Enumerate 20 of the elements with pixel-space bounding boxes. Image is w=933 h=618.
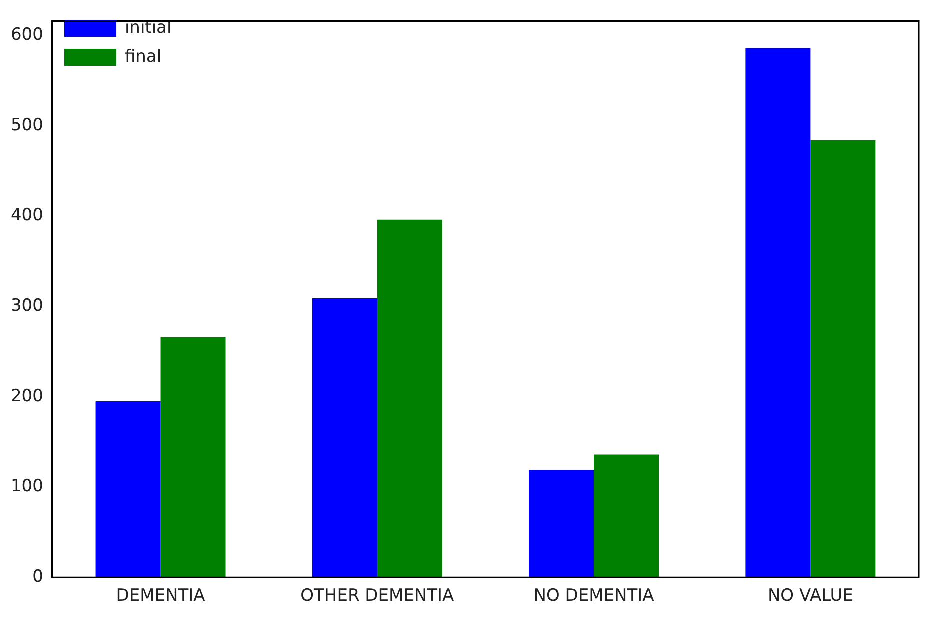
x-tick-label: DEMENTIA bbox=[116, 586, 206, 606]
bar bbox=[810, 140, 876, 578]
y-tick-label: 100 bbox=[10, 476, 44, 497]
bar bbox=[529, 470, 594, 578]
y-tick-label: 400 bbox=[10, 206, 44, 226]
x-tick-label: OTHER DEMENTIA bbox=[300, 586, 455, 606]
bar bbox=[377, 220, 442, 578]
y-tick-label: 0 bbox=[32, 567, 44, 588]
x-tick-label: NO DEMENTIA bbox=[534, 586, 655, 606]
legend-label: final bbox=[124, 46, 162, 67]
bar bbox=[96, 401, 161, 578]
bar bbox=[160, 337, 226, 578]
bar bbox=[746, 48, 811, 578]
bar bbox=[312, 298, 378, 578]
y-tick-label: 300 bbox=[10, 296, 44, 316]
y-tick-label: 600 bbox=[10, 25, 44, 46]
y-tick-label: 500 bbox=[10, 115, 44, 136]
bar bbox=[594, 454, 660, 578]
x-tick-label: NO VALUE bbox=[768, 586, 854, 606]
y-tick-label: 200 bbox=[10, 386, 44, 406]
